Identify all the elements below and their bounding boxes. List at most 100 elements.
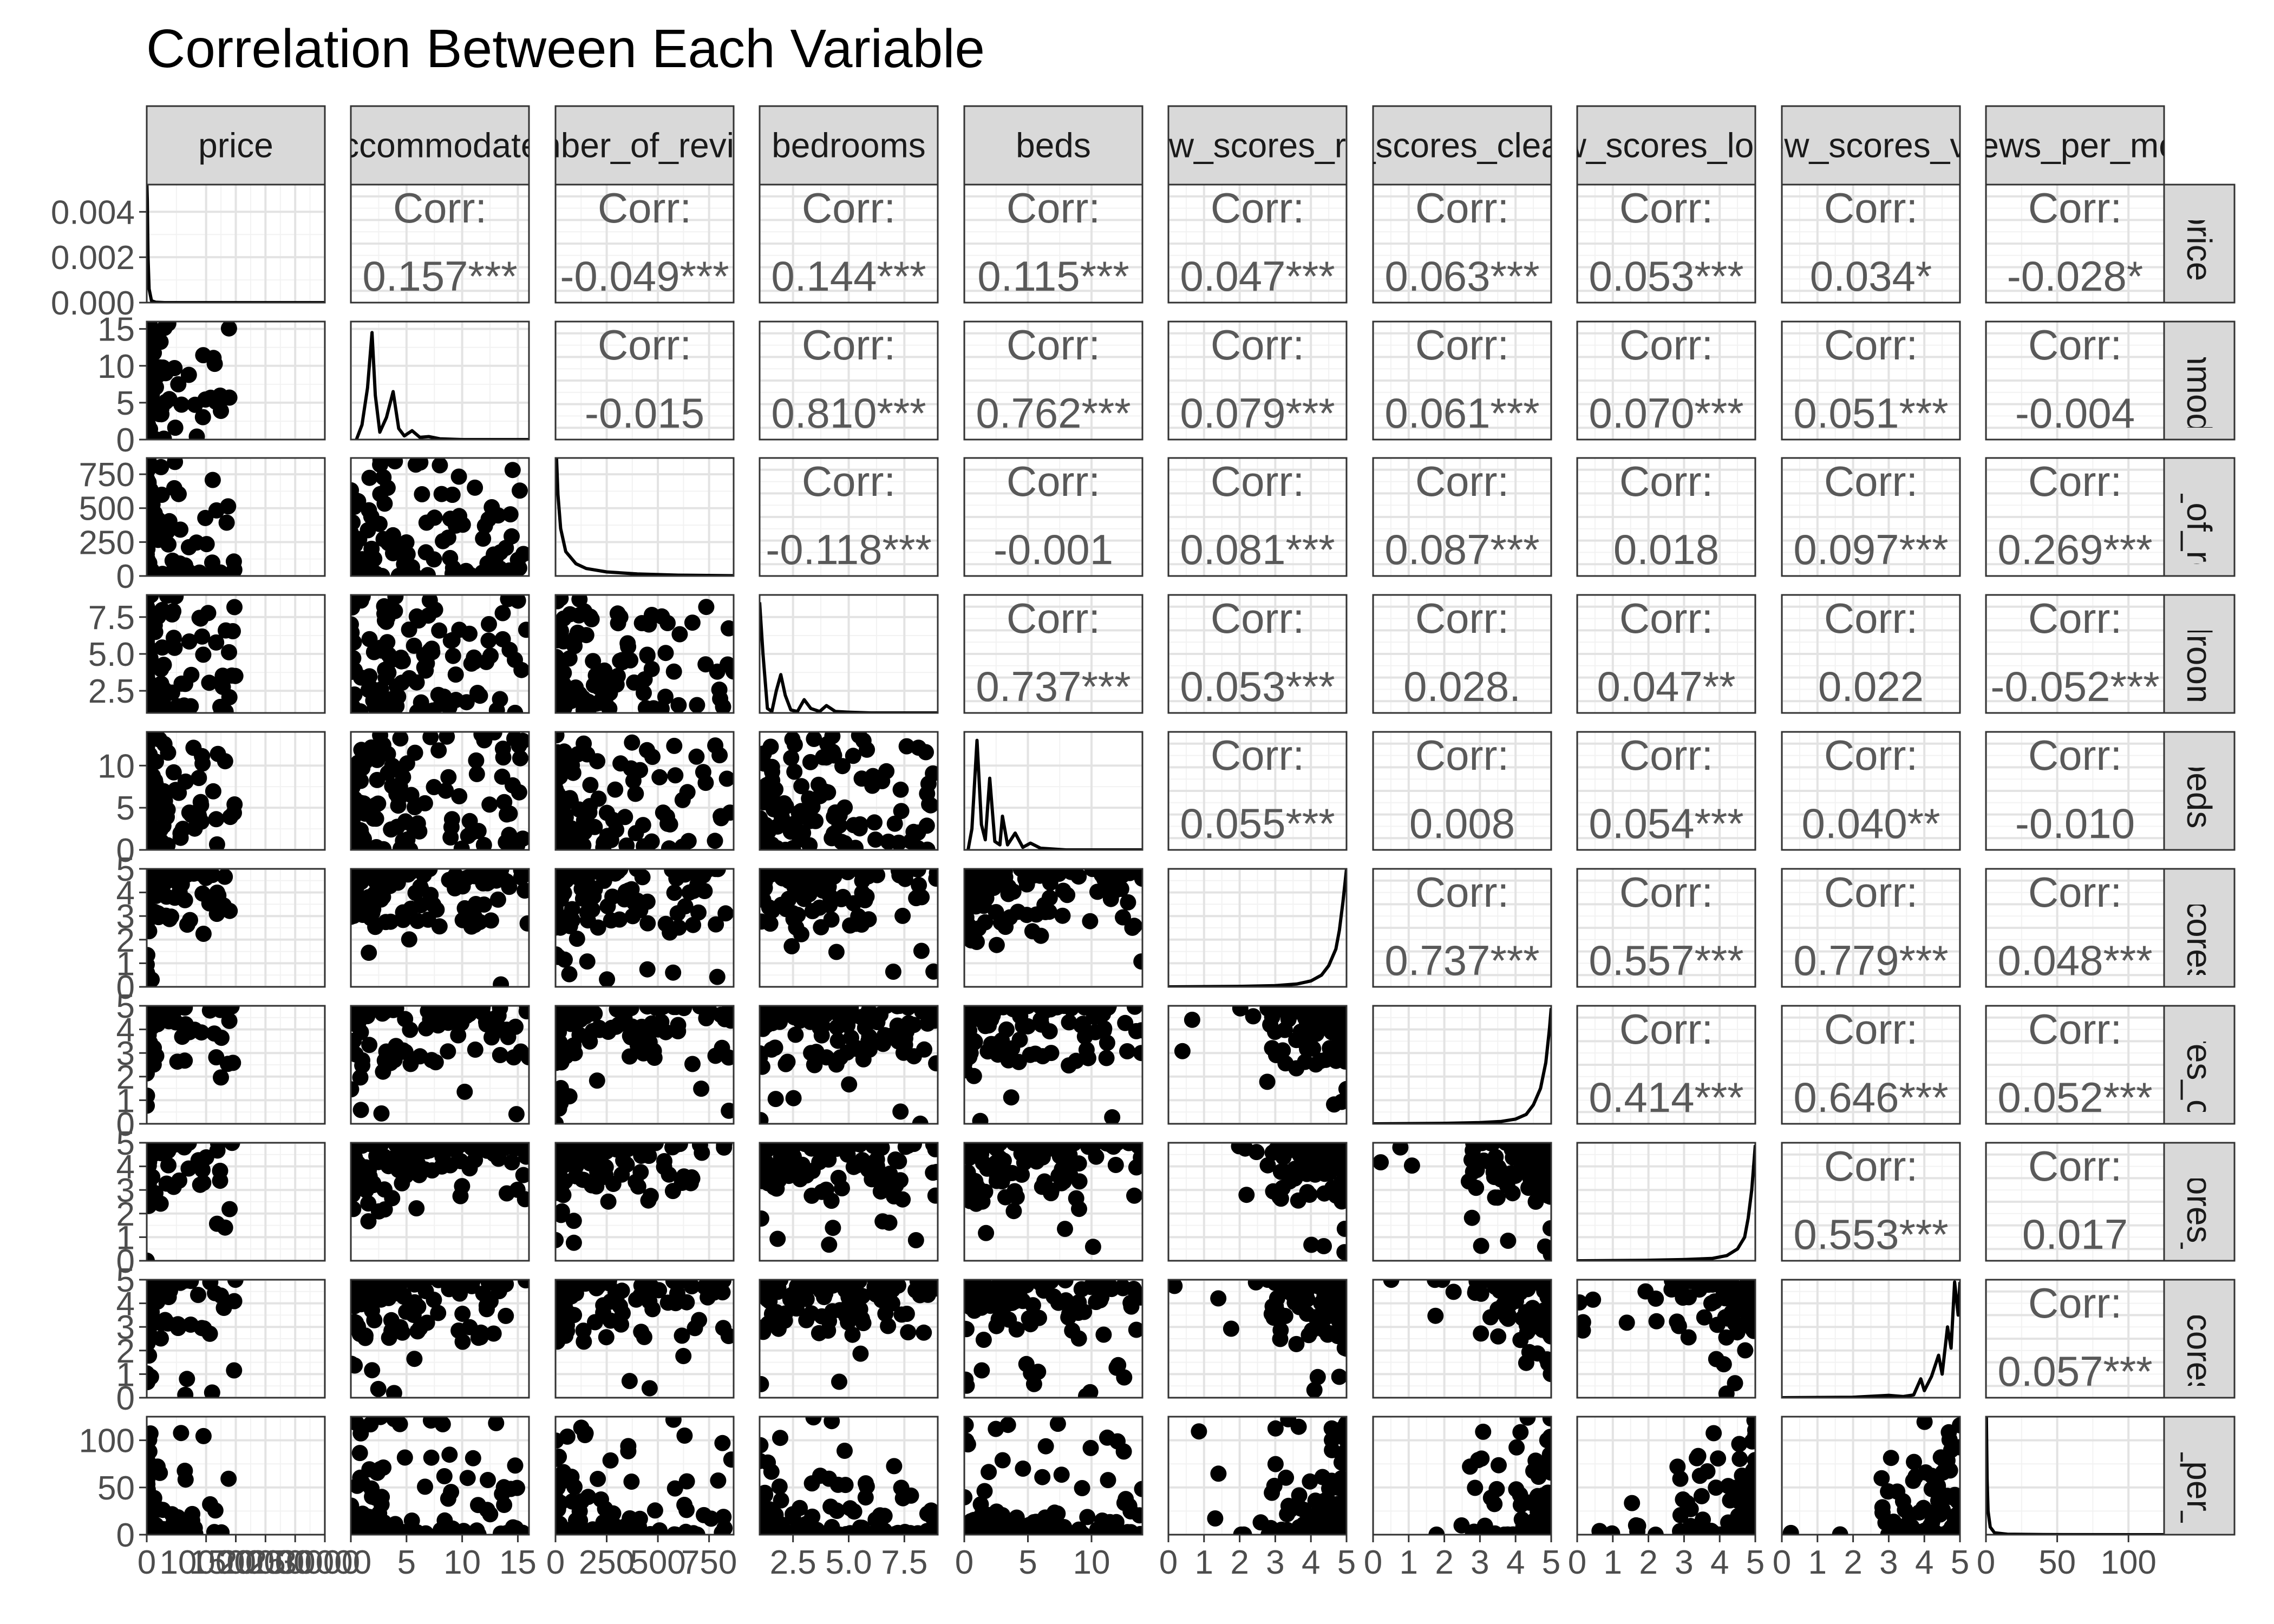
scatter-point [451,788,468,804]
scatter-point [825,826,842,842]
scatter-point [599,898,616,915]
scatter-point [517,882,529,899]
panel-border [554,594,735,714]
scatter-point [147,640,157,657]
scatter-point [351,531,368,547]
scatter-point [709,968,726,985]
scatter-point [609,667,626,684]
scatter-points [556,732,734,850]
scatter-point [877,1176,894,1193]
scatter-point [170,1320,186,1337]
corr-value: 0.081*** [1180,526,1335,573]
scatter-point [639,646,656,663]
scatter-point [557,1173,573,1190]
row-strip-8 [2163,1279,2236,1399]
panel-border [350,457,530,577]
scatter-point [206,356,223,372]
scatter-point [174,821,191,837]
corr-label: Corr: [1619,868,1713,916]
scatter-point [394,675,410,691]
scatter-point [173,396,190,413]
scatter-point [479,875,496,892]
scatter-point [693,1081,710,1097]
scatter-point [897,1143,914,1155]
scatter-point [978,1224,995,1241]
scatter-point [784,732,801,748]
scatter-point [495,749,512,766]
scatter-point [372,486,389,502]
scatter-point [648,1006,664,1016]
scatter-point [368,810,384,827]
scatter-point [690,904,707,921]
corr-label: Corr: [2028,321,2122,369]
corr-label: Corr: [1211,594,1304,642]
scatter-point [147,323,155,339]
scatter-point [147,408,156,425]
density-curve [760,602,938,713]
scatter-point [585,653,602,670]
panel-border [554,731,735,851]
scatter-point [645,700,662,713]
corr-label: Corr: [2028,1005,2122,1053]
scatter-point [717,905,734,922]
column-strip-6 [1372,105,1552,186]
scatter-point [688,748,705,765]
scatter-point [821,1236,838,1253]
scatter-point [212,1173,228,1189]
scatter-point [713,810,729,827]
scatter-point [147,679,159,696]
corr-value: 0.737*** [976,663,1131,710]
scatter-point [159,809,175,826]
scatter-point [1075,1016,1092,1032]
scatter-point [668,870,685,887]
row-strip-label: review_scores_location [2180,1021,2219,1381]
column-strip-label: bedrooms [772,126,926,165]
scatter-point [1331,1007,1347,1024]
scatter-point [1534,1154,1551,1170]
scatter-point [913,889,930,906]
scatter-point [641,616,657,633]
panel-border [1781,731,1961,851]
scatter-point [207,1285,224,1301]
scatter-point [454,1178,471,1195]
scatter-point [570,1006,586,1018]
scatter-point [165,630,182,646]
scatter-point [1117,1014,1134,1031]
scatter-point [450,468,467,485]
scatter-point [607,781,624,798]
scatter-point [556,732,565,744]
corr-value: 0.087*** [1384,526,1539,573]
corr-value: 0.052*** [1997,1073,2152,1121]
scatter-point [183,666,200,683]
scatter-point [407,458,424,473]
scatter-point [352,1102,369,1118]
scatter-point [794,869,811,880]
column-strip-0 [146,105,326,186]
scatter-point [468,752,485,769]
corr-label: Corr: [2028,184,2122,232]
scatter-point [466,869,483,885]
scatter-point [684,1170,701,1187]
scatter-point [1088,1148,1105,1165]
scatter-point [160,536,177,553]
scatter-point [157,394,174,410]
panel-border [1985,731,2165,851]
scatter-point [504,462,521,479]
scatter-point [920,775,937,792]
scatter-point [1259,1073,1276,1090]
scatter-point [147,732,161,743]
scatter-point [590,790,607,807]
scatter-point [1133,1045,1142,1062]
scatter-point [1287,1143,1304,1153]
scatter-point [910,739,927,756]
scatter-point [373,681,389,698]
scatter-point [636,838,652,850]
scatter-point [1121,869,1138,881]
scatter-point [1500,1233,1517,1249]
scatter-point [674,791,691,808]
scatter-point [716,1143,733,1156]
scatter-point [502,506,519,523]
scatter-point [988,937,1005,953]
scatter-point [376,598,393,614]
scatter-point [793,778,810,795]
